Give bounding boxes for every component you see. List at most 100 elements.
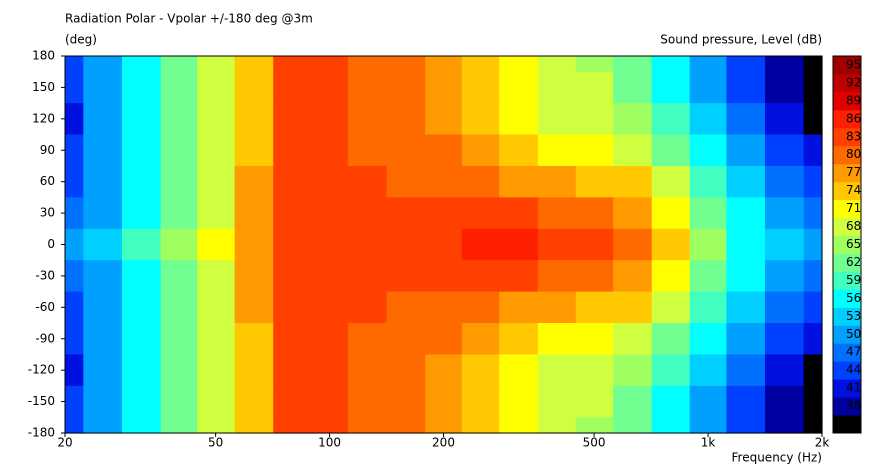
heat-cell — [613, 134, 653, 167]
heat-cell — [347, 354, 388, 387]
heat-cell — [461, 260, 500, 293]
heat-cell — [461, 56, 500, 73]
heat-cell — [537, 385, 577, 418]
heat-cell — [689, 165, 728, 198]
x-tick-label: 1k — [701, 436, 716, 450]
heat-cell — [726, 197, 766, 230]
heat-cell — [537, 103, 577, 136]
heat-cell — [311, 260, 349, 293]
heat-cell — [575, 165, 614, 198]
heat-cell — [425, 260, 463, 293]
heat-cell — [83, 228, 123, 261]
colorbar-swatch — [833, 235, 861, 254]
heat-cell — [803, 260, 823, 293]
heat-cell — [537, 56, 577, 73]
heat-cell — [803, 354, 823, 387]
heat-cell — [461, 354, 500, 387]
colorbar-swatch — [833, 199, 861, 219]
heat-cell — [160, 71, 198, 104]
heat-cell — [425, 354, 463, 387]
colorbar-swatch — [833, 325, 861, 344]
heat-cell — [311, 103, 349, 136]
x-tick-label: 200 — [432, 436, 455, 450]
heat-cell — [234, 291, 274, 324]
heat-cell — [425, 71, 463, 104]
y-tick-label: 30 — [40, 206, 55, 220]
heat-cell — [726, 291, 766, 324]
heat-cell — [575, 291, 614, 324]
heat-cell — [273, 103, 312, 136]
heat-cell — [613, 56, 653, 73]
heat-cell — [689, 417, 728, 434]
heat-cell — [386, 228, 426, 261]
heat-cell — [273, 354, 312, 387]
heat-cell — [83, 385, 123, 418]
heat-cell — [160, 134, 198, 167]
heat-cell — [311, 291, 349, 324]
heat-cell — [537, 134, 577, 167]
heat-cell — [160, 354, 198, 387]
heat-cell — [386, 71, 426, 104]
heat-cell — [65, 56, 84, 73]
heat-cell — [273, 228, 312, 261]
heat-cell — [197, 228, 236, 261]
heat-cell — [651, 260, 691, 293]
y-tick-label: -60 — [35, 300, 55, 314]
chart-title: Radiation Polar - Vpolar +/-180 deg @3m — [65, 12, 313, 26]
heat-cell — [234, 323, 274, 356]
x-tick-label: 50 — [208, 436, 223, 450]
heat-cell — [461, 385, 500, 418]
heat-cell — [197, 56, 236, 73]
heat-cell — [425, 165, 463, 198]
colorbar-swatch — [833, 145, 861, 165]
colorbar-label: 59 — [846, 273, 861, 287]
heat-cell — [234, 260, 274, 293]
heat-cell — [386, 291, 426, 324]
heat-cell — [613, 354, 653, 387]
heat-cell — [575, 228, 614, 261]
colorbar-swatch — [833, 181, 861, 201]
heat-cell — [425, 323, 463, 356]
heat-cell — [347, 71, 388, 104]
heat-cell — [803, 385, 823, 418]
heat-cell — [461, 197, 500, 230]
heat-cell — [83, 323, 123, 356]
heat-cell — [765, 71, 805, 104]
heat-cell — [234, 165, 274, 198]
heat-cell — [575, 385, 614, 418]
heat-cell — [651, 71, 691, 104]
heat-cell — [347, 56, 388, 73]
colorbar-swatch — [833, 253, 861, 272]
colorbar-swatch — [833, 361, 861, 380]
heat-cell — [65, 71, 84, 104]
heat-cell — [425, 291, 463, 324]
colorbar-label: 86 — [846, 111, 861, 125]
colorbar-label: 95 — [846, 57, 861, 71]
heat-cell — [347, 103, 388, 136]
heat-cell — [803, 71, 823, 104]
heat-cell — [499, 417, 539, 434]
heat-cell — [499, 354, 539, 387]
y-tick-label: 90 — [40, 143, 55, 157]
heat-cell — [121, 71, 162, 104]
heat-cell — [651, 228, 691, 261]
heat-cell — [386, 56, 426, 73]
colorbar-swatch — [833, 73, 861, 93]
heat-cell — [121, 197, 162, 230]
heat-cell — [386, 323, 426, 356]
heat-cell — [537, 71, 577, 104]
colorbar-swatch — [833, 127, 861, 147]
heat-cell — [83, 197, 123, 230]
heat-cell — [765, 323, 805, 356]
heat-cell — [613, 197, 653, 230]
heat-cell — [83, 354, 123, 387]
colorbar-label: 62 — [846, 255, 861, 269]
heat-cell — [689, 103, 728, 136]
heat-cell — [121, 134, 162, 167]
heat-cell — [160, 385, 198, 418]
heat-cell — [197, 417, 236, 434]
heat-cell — [689, 291, 728, 324]
heat-cell — [765, 56, 805, 73]
heat-cell — [461, 323, 500, 356]
heat-cell — [347, 323, 388, 356]
